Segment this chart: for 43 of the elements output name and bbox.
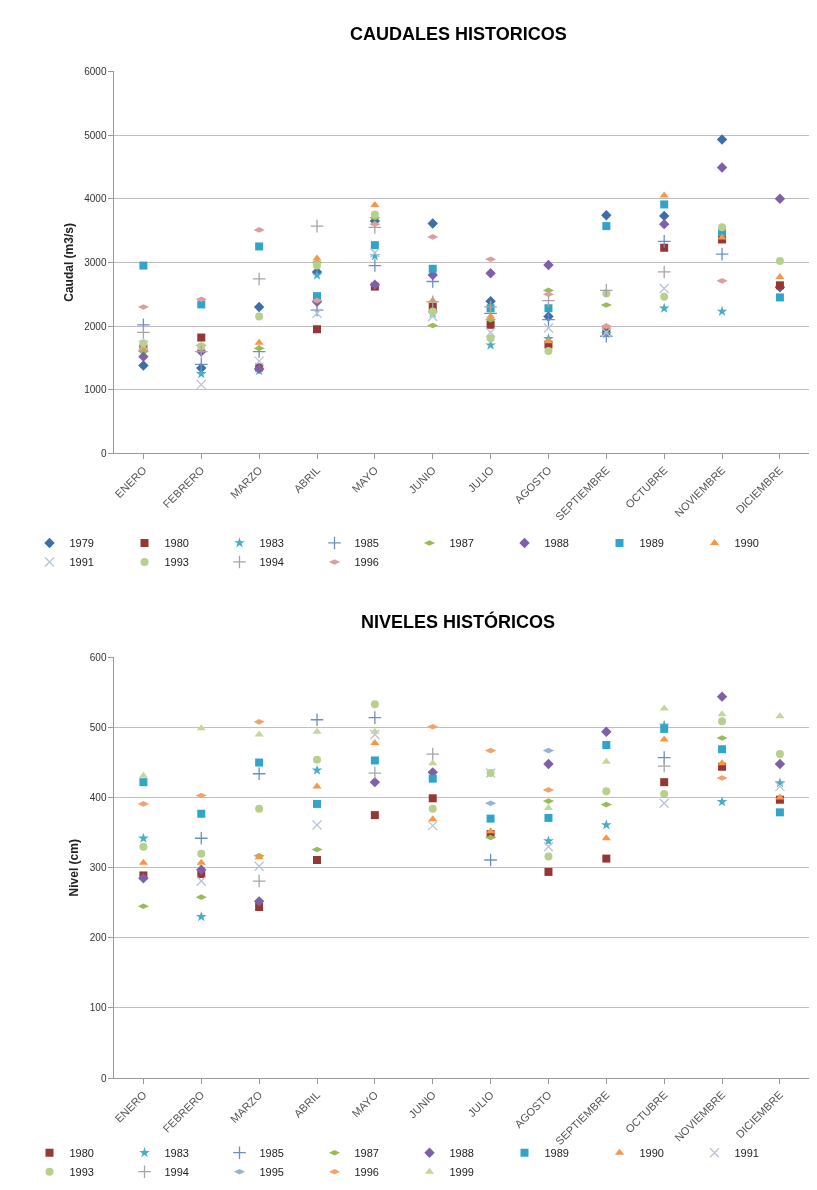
- y-tick-label: 200: [89, 932, 107, 944]
- legend-label: 1985: [259, 1147, 284, 1160]
- legend-label: 1993: [69, 1166, 94, 1179]
- y-axis-title: Nivel (cm): [67, 839, 82, 897]
- y-tick-label: 0: [100, 447, 107, 459]
- legend-label: 1980: [164, 537, 189, 550]
- legend-label: 1983: [259, 537, 284, 550]
- y-tick-label: 1000: [84, 384, 107, 396]
- y-tick-label: 500: [89, 721, 107, 733]
- y-tick-label: 6000: [84, 65, 107, 77]
- y-axis-title: Caudal (m3/s): [61, 223, 76, 302]
- legend-label: 1987: [449, 537, 474, 550]
- y-tick-label: 5000: [84, 129, 107, 141]
- legend-label: 1993: [164, 556, 189, 569]
- legend-label: 1988: [449, 1147, 474, 1160]
- legend-label: 1999: [449, 1166, 474, 1179]
- legend-label: 1983: [164, 1147, 189, 1160]
- legend-label: 1996: [354, 1166, 379, 1179]
- legend-label: 1985: [354, 537, 379, 550]
- y-tick-label: 400: [89, 792, 107, 804]
- legend-label: 1989: [639, 537, 664, 550]
- y-tick-label: 600: [89, 651, 107, 663]
- legend-label: 1980: [69, 1147, 94, 1160]
- legend-label: 1979: [69, 537, 94, 550]
- legend-label: 1988: [544, 537, 569, 550]
- y-tick-label: 300: [89, 862, 107, 874]
- legend-label: 1995: [259, 1166, 284, 1179]
- y-tick-label: 2000: [84, 320, 107, 332]
- legend-label: 1994: [164, 1166, 189, 1179]
- legend-label: 1996: [354, 556, 379, 569]
- y-tick-label: 3000: [84, 256, 107, 268]
- legend-label: 1987: [354, 1147, 379, 1160]
- legend-label: 1994: [259, 556, 284, 569]
- legend-label: 1990: [639, 1147, 664, 1160]
- y-tick-label: 0: [100, 1072, 107, 1084]
- legend-label: 1991: [69, 556, 94, 569]
- chart-title: NIVELES HISTÓRICOS: [361, 611, 556, 632]
- chart-title: CAUDALES HISTORICOS: [350, 24, 567, 44]
- legend-label: 1990: [734, 537, 759, 550]
- y-tick-label: 100: [89, 1002, 107, 1014]
- legend-label: 1991: [734, 1147, 759, 1160]
- y-tick-label: 4000: [84, 193, 107, 205]
- legend-label: 1989: [544, 1147, 569, 1160]
